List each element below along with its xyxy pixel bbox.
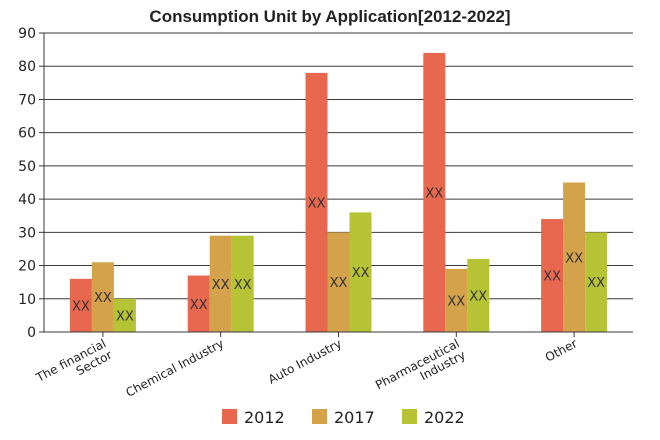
bar-2012[interactable]	[541, 219, 564, 332]
bar-2022[interactable]	[349, 212, 372, 332]
data-label: XX	[212, 278, 230, 293]
bar-2017[interactable]	[91, 262, 114, 332]
bar-2017[interactable]	[445, 268, 468, 332]
bars	[69, 52, 608, 333]
data-label: XX	[565, 251, 583, 266]
y-tick-label: 40	[18, 192, 36, 208]
data-label: XX	[352, 266, 370, 281]
y-axis-ticks: 0 10 20 30 40 50 60 70 80 90	[18, 26, 44, 341]
legend-label-2017[interactable]: 2017	[334, 408, 375, 427]
gridlines	[44, 32, 633, 333]
bar-2017[interactable]	[209, 235, 232, 332]
data-label: XX	[94, 291, 112, 306]
data-label: XX	[72, 299, 90, 314]
y-tick-label: 30	[18, 225, 36, 241]
data-label: XX	[543, 270, 561, 285]
data-label: XX	[116, 309, 134, 324]
data-label: XX	[330, 276, 348, 291]
bar-2022[interactable]	[585, 232, 608, 332]
legend-swatch-2022[interactable]	[402, 409, 417, 424]
y-tick-label: 70	[18, 92, 36, 108]
bar-2012[interactable]	[305, 72, 328, 332]
y-tick-label: 80	[18, 59, 36, 75]
bar-2017[interactable]	[327, 232, 350, 332]
y-tick-label: 50	[18, 159, 36, 175]
bar-2022[interactable]	[467, 258, 490, 332]
data-label: XX	[587, 276, 605, 291]
data-label: XX	[190, 298, 208, 313]
y-tick-label: 90	[18, 26, 36, 42]
y-tick-label: 0	[27, 325, 36, 341]
chart-title: Consumption Unit by Application[2012-202…	[149, 7, 510, 26]
x-tick-label-line: Other	[543, 336, 580, 364]
data-label: XX	[425, 186, 443, 201]
x-tick-label: PharmaceuticalIndustry	[373, 336, 468, 403]
x-axis-ticks: The financialSector Chemical Industry Auto…	[33, 332, 580, 403]
data-label: XX	[447, 294, 465, 309]
x-tick-label-line: Auto Industry	[266, 336, 344, 386]
legend-label-2012[interactable]: 2012	[244, 408, 285, 427]
bar-2022[interactable]	[231, 235, 254, 332]
y-tick-label: 60	[18, 126, 36, 142]
data-labels: XX XX XX XX XX XX XX XX XX XX XX XX XX XX XX	[72, 186, 605, 324]
data-label: XX	[469, 289, 487, 304]
legend-swatch-2012[interactable]	[222, 409, 237, 424]
x-tick-label-line: Chemical Industry	[123, 336, 226, 399]
legend-label-2022[interactable]: 2022	[424, 408, 465, 427]
legend-swatch-2017[interactable]	[312, 409, 327, 424]
bar-2012[interactable]	[423, 52, 446, 332]
x-tick-label: Auto Industry	[266, 336, 344, 386]
bar-2017[interactable]	[563, 182, 586, 333]
x-tick-label: The financialSector	[33, 336, 114, 396]
bar-2022[interactable]	[113, 298, 136, 332]
data-label: XX	[308, 196, 326, 211]
data-label: XX	[234, 278, 252, 293]
y-tick-label: 10	[18, 292, 36, 308]
bar-2012[interactable]	[69, 278, 92, 332]
bar-2012[interactable]	[187, 275, 210, 332]
y-tick-label: 20	[18, 259, 36, 275]
x-tick-label: Other	[543, 336, 580, 364]
x-tick-label: Chemical Industry	[123, 336, 226, 399]
legend[interactable]: 2012 2017 2022	[222, 408, 465, 427]
